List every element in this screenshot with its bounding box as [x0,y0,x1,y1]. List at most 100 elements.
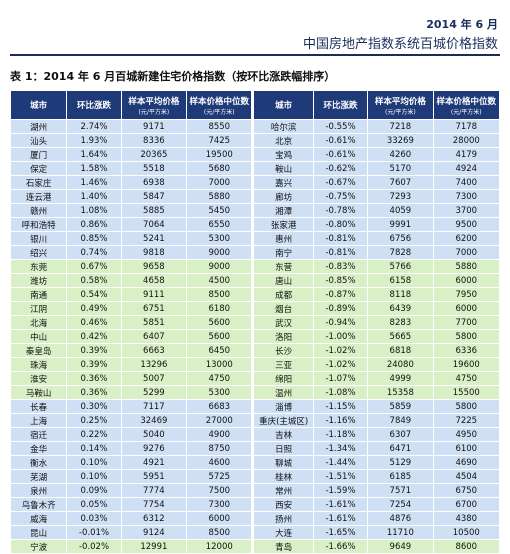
city-cell: 鞍山 [251,161,314,176]
city-cell: 衡水 [9,455,68,470]
city-cell: 金华 [9,441,68,456]
value-cell: 6158 [367,273,434,288]
city-cell: 银川 [9,231,68,246]
value-cell: 8500 [186,287,254,302]
value-cell: 7571 [367,483,434,498]
table-row: 石家庄 1.46% 6938 7000 嘉兴 -0.67% 7607 7400 [9,175,501,190]
value-cell: -1.07% [312,371,369,386]
city-cell: 淮安 [9,371,68,386]
value-cell: 19600 [432,357,501,372]
city-cell: 常州 [251,483,314,498]
city-cell: 武汉 [251,315,314,330]
city-cell: 青岛 [251,539,314,554]
value-cell: 4999 [367,371,434,386]
value-cell: 0.22% [66,427,122,442]
value-cell: 0.86% [66,217,122,232]
value-cell: 9111 [120,287,188,302]
column-label: 样本价格中位数 [436,96,497,107]
value-cell: 7293 [367,189,434,204]
value-cell: -1.02% [312,343,369,358]
value-cell: 9649 [367,539,434,554]
value-cell: 5299 [120,385,188,400]
value-cell: 4924 [432,161,501,176]
city-cell: 潍坊 [9,273,68,288]
value-cell: -1.65% [312,525,369,540]
value-cell: 7000 [432,245,501,260]
city-cell: 绵阳 [251,371,314,386]
value-cell: 3700 [432,203,501,218]
value-cell: 4260 [367,147,434,162]
value-cell: 8750 [186,441,254,456]
table-row: 汕头 1.93% 8336 7425 北京 -0.61% 33269 28000 [9,133,501,148]
city-cell: 湖州 [9,119,68,134]
value-cell: 5680 [186,161,254,176]
value-cell: 5951 [120,469,188,484]
report-date: 2014 年 6 月 [426,18,498,31]
table-row: 保定 1.58% 5518 5680 鞍山 -0.62% 5170 4924 [9,161,501,176]
value-cell: 5170 [367,161,434,176]
city-cell: 惠州 [251,231,314,246]
header-row: 城市 环比涨跌 样本平均价格 (元/平方米) 样本价格中位数 (元/平方米) 城市 环比涨跌样… [9,90,501,120]
value-cell: 7828 [367,245,434,260]
table-row: 湖州 2.74% 9171 8550 哈尔滨 -0.55% 7218 7178 [9,119,501,134]
column-label: 样本平均价格 [128,96,180,107]
value-cell: 13000 [186,357,254,372]
value-cell: 2.74% [66,119,122,134]
table-caption: 表 1：2014 年 6 月百城新建住宅价格指数（按环比涨跌幅排序） [10,70,336,83]
value-cell: 1.46% [66,175,122,190]
value-cell: 9276 [120,441,188,456]
table-row: 珠海 0.39% 13296 13000 三亚 -1.02% 24080 19600 [9,357,501,372]
value-cell: 4380 [432,511,501,526]
value-cell: 9171 [120,119,188,134]
table-row: 长春 0.30% 7117 6683 淄博 -1.15% 5859 5800 [9,399,501,414]
value-cell: -1.16% [312,413,369,428]
city-cell: 上海 [9,413,68,428]
value-cell: 33269 [367,133,434,148]
value-cell: 7774 [120,483,188,498]
city-cell: 马鞍山 [9,385,68,400]
column-header: 城市 [9,90,68,120]
value-cell: 6450 [186,343,254,358]
table-row: 乌鲁木齐 0.05% 7754 7300 西安 -1.61% 7254 6700 [9,497,501,512]
value-cell: 6663 [120,343,188,358]
column-header: 样本价格中位数 (元/平方米) [432,90,501,120]
value-cell: 5880 [186,189,254,204]
value-cell: 9818 [120,245,188,260]
value-cell: -0.75% [312,189,369,204]
table-row: 江阴 0.49% 6751 6180 烟台 -0.89% 6439 6000 [9,301,501,316]
value-cell: 5800 [432,329,501,344]
value-cell: -0.89% [312,301,369,316]
value-cell: 0.36% [66,371,122,386]
table-row: 宁波 -0.02% 12991 12000 青岛 -1.66% 9649 8600 [9,539,501,554]
city-cell: 扬州 [251,511,314,526]
city-cell: 北海 [9,315,68,330]
value-cell: 4504 [432,469,501,484]
city-cell: 聊城 [251,455,314,470]
city-cell: 石家庄 [9,175,68,190]
value-cell: 5847 [120,189,188,204]
city-cell: 大连 [251,525,314,540]
value-cell: 7607 [367,175,434,190]
value-cell: 0.36% [66,385,122,400]
table-row: 绍兴 0.74% 9818 9000 南宁 -0.81% 7828 7000 [9,245,501,260]
city-cell: 湘潭 [251,203,314,218]
value-cell: 12000 [186,539,254,554]
value-cell: 32469 [120,413,188,428]
column-label: 样本平均价格 [374,96,426,107]
value-cell: 6185 [367,469,434,484]
value-cell: 5300 [186,231,254,246]
value-cell: 10500 [432,525,501,540]
value-cell: 6100 [432,441,501,456]
city-cell: 乌鲁木齐 [9,497,68,512]
value-cell: 8600 [432,539,501,554]
value-cell: -0.01% [66,525,122,540]
value-cell: 1.58% [66,161,122,176]
value-cell: 4950 [432,427,501,442]
value-cell: 7754 [120,497,188,512]
value-cell: 9991 [367,217,434,232]
value-cell: -0.78% [312,203,369,218]
city-cell: 吉林 [251,427,314,442]
value-cell: 5450 [186,203,254,218]
value-cell: 8336 [120,133,188,148]
city-cell: 呼和浩特 [9,217,68,232]
